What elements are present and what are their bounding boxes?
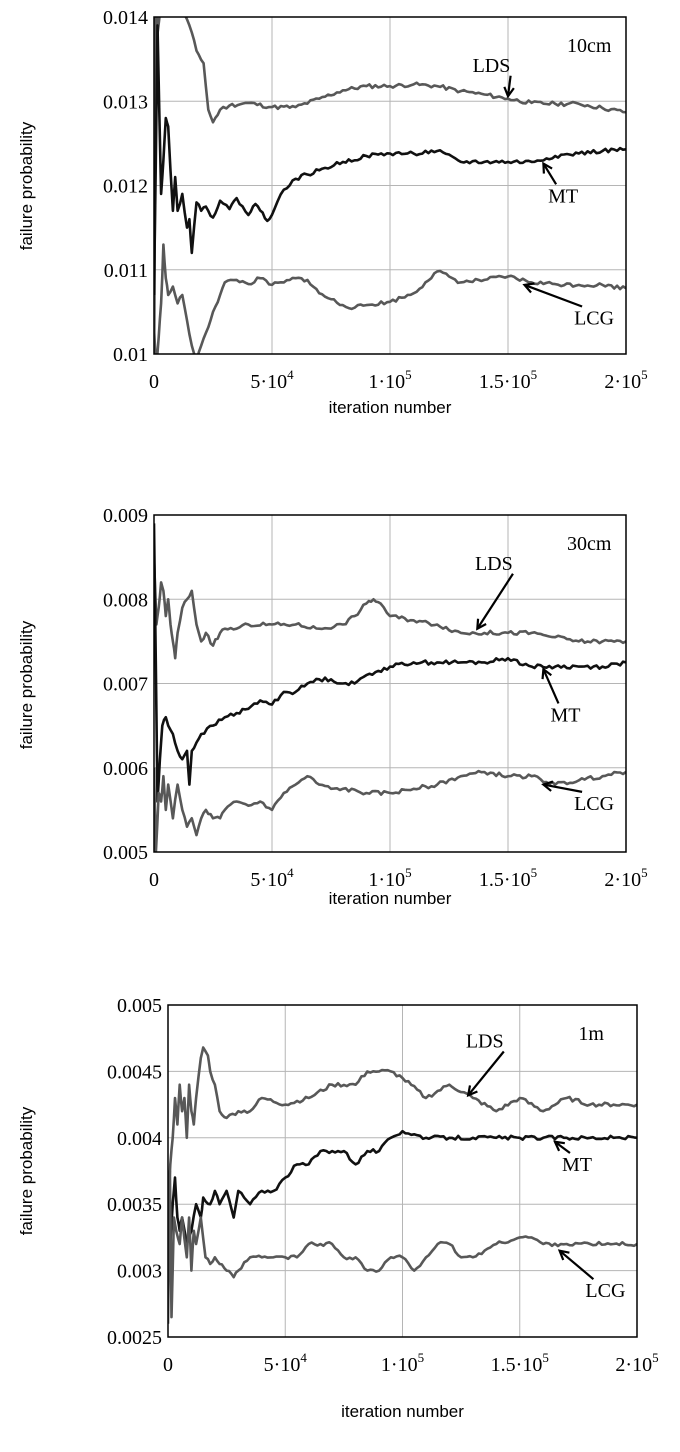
- series-label-lds: LDS: [473, 55, 511, 77]
- label-arrow: [524, 283, 583, 308]
- x-tick-label: 1·105: [368, 367, 411, 393]
- label-arrow: [543, 783, 583, 793]
- label-arrow: [506, 75, 512, 97]
- x-tick-label: 1.5·105: [491, 1350, 549, 1376]
- y-tick-label: 0.013: [103, 91, 148, 113]
- x-tick-label: 5·104: [250, 367, 294, 393]
- x-tick-label: 0: [163, 1354, 173, 1376]
- series-line-mt: [154, 24, 626, 296]
- label-arrowhead: [476, 618, 487, 631]
- x-axis-title: iteration number: [329, 398, 452, 417]
- label-arrow: [558, 1249, 595, 1281]
- x-axis-title: iteration number: [341, 1402, 464, 1421]
- series-label-lds: LDS: [475, 553, 513, 575]
- label-arrowhead: [553, 1140, 565, 1152]
- series-line-lcg: [154, 243, 626, 354]
- y-tick-label: 0.007: [103, 674, 148, 696]
- x-tick-label: 5·104: [264, 1350, 308, 1376]
- y-tick-label: 0.014: [103, 7, 148, 29]
- series-line-lcg: [154, 767, 626, 852]
- y-axis-title: failure probability: [17, 620, 36, 749]
- x-axis-title: iteration number: [329, 889, 452, 908]
- plot-frame: [167, 1004, 638, 1338]
- label-arrow: [542, 163, 558, 185]
- label-arrowhead: [466, 1085, 478, 1098]
- series-line-mt: [154, 523, 626, 803]
- label-arrow: [467, 1050, 505, 1096]
- y-tick-label: 0.0045: [107, 1061, 162, 1083]
- x-tick-label: 1.5·105: [479, 865, 537, 891]
- panel-annotation: 30cm: [567, 533, 612, 555]
- y-axis-title: failure probability: [17, 121, 36, 250]
- series-line-mt: [168, 1129, 637, 1246]
- chart-panel-2: 0.005 0.006 0.007 0.008 0.009 0 5·104 1·105 1.5·…: [17, 505, 648, 908]
- y-tick-label: 0.005: [117, 995, 162, 1017]
- y-tick-label: 0.008: [103, 589, 148, 611]
- x-tick-label: 1.5·105: [479, 367, 537, 393]
- series-line-lcg: [168, 1169, 637, 1324]
- label-arrow: [542, 668, 560, 704]
- panel-annotation: 10cm: [567, 35, 612, 57]
- plot-frame: [153, 16, 627, 355]
- y-tick-label: 0.004: [117, 1128, 162, 1150]
- label-arrowhead: [541, 780, 554, 792]
- x-tick-label: 2·105: [604, 367, 647, 393]
- label-arrowhead: [503, 86, 515, 99]
- label-arrow: [476, 573, 514, 630]
- series-label-mt: MT: [548, 185, 578, 207]
- y-tick-label: 0.0035: [107, 1194, 162, 1216]
- series-line-lds: [154, 17, 626, 354]
- x-tick-label: 1·105: [368, 865, 411, 891]
- series-label-mt: MT: [562, 1154, 592, 1176]
- chart-panel-1: 0.01 0.011 0.012 0.013 0.014 0 5·104 1·105 1.5·1…: [17, 7, 648, 417]
- x-tick-label: 5·104: [250, 865, 294, 891]
- y-tick-label: 0.005: [103, 842, 148, 864]
- x-tick-label: 0: [149, 869, 159, 891]
- plot-frame: [153, 514, 627, 853]
- series-label-lcg: LCG: [585, 1280, 625, 1302]
- label-arrow: [554, 1140, 571, 1154]
- y-tick-label: 0.01: [113, 344, 148, 366]
- series-line-lds: [154, 557, 626, 660]
- y-tick-label: 0.009: [103, 505, 148, 527]
- label-arrowhead: [522, 282, 535, 294]
- y-tick-label: 0.0025: [107, 1327, 162, 1349]
- y-tick-label: 0.011: [104, 260, 148, 282]
- panel-annotation: 1m: [578, 1023, 604, 1045]
- x-tick-label: 1·105: [381, 1350, 424, 1376]
- series-label-mt: MT: [550, 704, 580, 726]
- x-tick-label: 2·105: [615, 1350, 658, 1376]
- x-tick-label: 0: [149, 371, 159, 393]
- y-tick-label: 0.006: [103, 758, 148, 780]
- chart-panel-3: 0.0025 0.003 0.0035 0.004 0.0045 0.005 0 5·104 1…: [17, 995, 659, 1421]
- label-arrowhead: [542, 161, 553, 174]
- series-label-lcg: LCG: [574, 308, 614, 330]
- label-arrowhead: [541, 667, 552, 680]
- y-axis-title: failure probability: [17, 1106, 36, 1235]
- series-label-lds: LDS: [466, 1030, 504, 1052]
- y-tick-label: 0.003: [117, 1261, 162, 1283]
- x-tick-label: 2·105: [604, 865, 647, 891]
- series-label-lcg: LCG: [574, 793, 614, 815]
- series-line-lds: [168, 1046, 637, 1205]
- label-arrowhead: [557, 1249, 570, 1261]
- y-tick-label: 0.012: [103, 176, 148, 198]
